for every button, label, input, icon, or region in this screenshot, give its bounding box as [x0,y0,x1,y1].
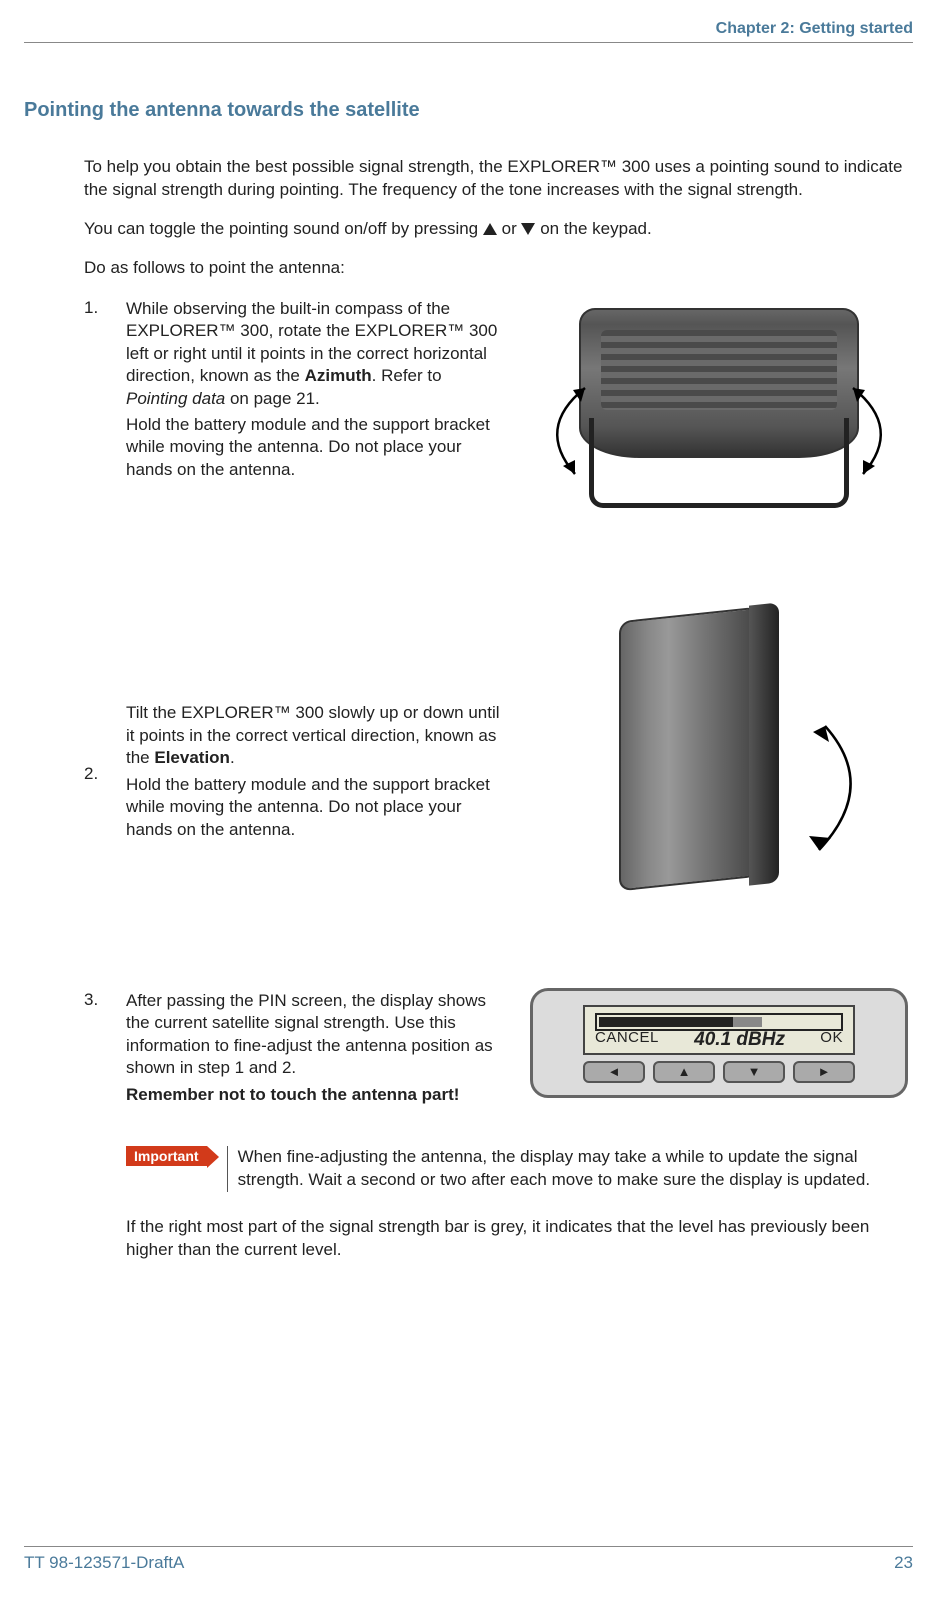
step-1: 1. While observing the built-in compass … [84,298,913,558]
step-1-text-b: Hold the battery module and the support … [126,414,506,481]
rotate-right-arrow-icon [833,378,913,488]
important-text: When fine-adjusting the antenna, the dis… [227,1146,913,1192]
step-3-figure: CANCEL 40.1 dBHz OK ◄ ▲ ▼ ► [524,990,914,1110]
step-3-text-b: Remember not to touch the antenna part! [126,1084,506,1106]
step-1-text-post: on page 21. [225,389,320,408]
display-button-row: ◄ ▲ ▼ ► [583,1061,855,1083]
step-3-number: 3. [84,990,108,1110]
intro-block: To help you obtain the best possible sig… [84,156,913,280]
page-footer: TT 98-123571-DraftA 23 [24,1546,913,1573]
header-rule [24,42,913,43]
display-down-button-icon: ▼ [723,1061,785,1083]
azimuth-diagram [529,298,909,528]
section-title: Pointing the antenna towards the satelli… [24,99,913,122]
important-tag: Important [126,1146,207,1166]
step-1-pointing-data-ital: Pointing data [126,389,225,408]
footer-page-number: 23 [894,1553,913,1573]
display-up-button-icon: ▲ [653,1061,715,1083]
intro-p2: You can toggle the pointing sound on/off… [84,218,913,241]
signal-bar-grey [733,1017,762,1027]
display-right-soft-button-icon: ► [793,1061,855,1083]
up-arrow-icon [483,223,497,235]
footer-doc-id: TT 98-123571-DraftA [24,1553,184,1573]
display-diagram: CANCEL 40.1 dBHz OK ◄ ▲ ▼ ► [524,984,914,1104]
display-screen-icon: CANCEL 40.1 dBHz OK [583,1005,855,1055]
step-1-body: While observing the built-in compass of … [126,298,506,558]
display-text-row: CANCEL 40.1 dBHz OK [595,1029,843,1051]
step-2-elevation-bold: Elevation [154,748,230,767]
step-3-text-a: After passing the PIN screen, the displa… [126,990,506,1080]
important-callout: Important When fine-adjusting the antenn… [126,1146,913,1192]
step-2-number: 2. [84,764,108,784]
step-3: 3. After passing the PIN screen, the dis… [84,990,913,1110]
step-2-figure [524,614,913,934]
rotate-left-arrow-icon [525,378,605,488]
chapter-header: Chapter 2: Getting started [24,20,913,38]
intro-p1: To help you obtain the best possible sig… [84,156,913,202]
intro-p2-pre: You can toggle the pointing sound on/off… [84,219,483,238]
display-cancel-label: CANCEL [595,1029,659,1051]
intro-p3: Do as follows to point the antenna: [84,257,913,280]
post-important-text: If the right most part of the signal str… [126,1216,913,1262]
display-signal-value: 40.1 dBHz [694,1029,785,1051]
tilt-arrow-icon [795,714,885,864]
signal-bar-fill [599,1017,733,1027]
step-2-text-post: . [230,748,235,767]
display-ok-label: OK [820,1029,843,1051]
step-1-number: 1. [84,298,108,558]
step-1-text-mid: . Refer to [372,366,442,385]
device-stand-icon [589,418,849,508]
step-1-azimuth-bold: Azimuth [305,366,372,385]
steps-list: 1. While observing the built-in compass … [84,298,913,1110]
footer-rule [24,1546,913,1547]
step-2: 2. Tilt the EXPLORER™ 300 slowly up or d… [84,594,913,954]
intro-p2-mid: or [502,219,522,238]
down-arrow-icon [521,223,535,235]
display-frame-icon: CANCEL 40.1 dBHz OK ◄ ▲ ▼ ► [530,988,908,1098]
device-side-view-icon [619,606,759,891]
step-2-text-b: Hold the battery module and the support … [126,774,506,841]
step-2-body: Tilt the EXPLORER™ 300 slowly up or down… [126,702,506,845]
step-1-figure [524,298,913,558]
elevation-diagram [549,594,889,934]
step-3-body: After passing the PIN screen, the displa… [126,990,506,1110]
intro-p2-post: on the keypad. [540,219,652,238]
display-left-soft-button-icon: ◄ [583,1061,645,1083]
device-side-edge-icon [749,602,779,885]
